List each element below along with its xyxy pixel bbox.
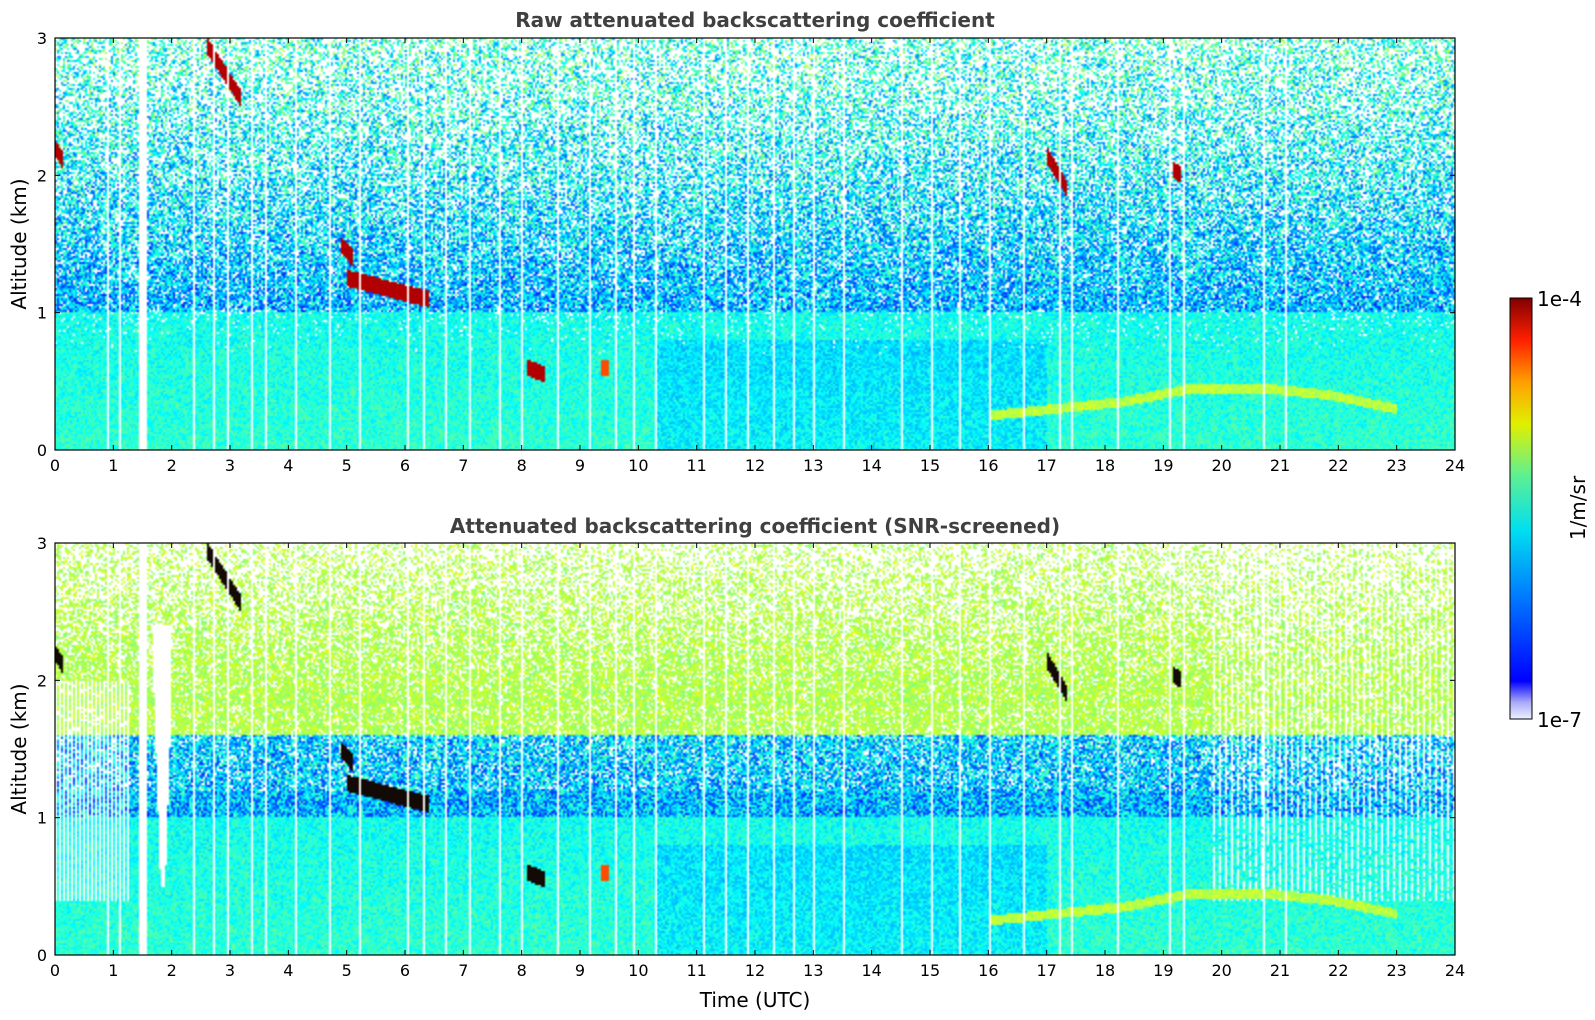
x-tick-label: 7	[458, 961, 468, 980]
x-tick-label: 10	[628, 456, 648, 475]
x-tick-label: 23	[1386, 456, 1406, 475]
y-tick-label: 3	[37, 29, 47, 48]
x-tick-label: 3	[225, 961, 235, 980]
x-tick-label: 19	[1153, 456, 1173, 475]
x-tick-label: 5	[342, 961, 352, 980]
x-tick-label: 8	[517, 456, 527, 475]
x-tick-label: 7	[458, 456, 468, 475]
x-tick-label: 24	[1445, 456, 1465, 475]
colorbar-min-label: 1e-7	[1537, 708, 1582, 732]
y-tick-label: 2	[37, 166, 47, 185]
panel-1-ticks: 0 1 2 3 4 5 6 7 8 9 10 11 12 13 14 15 16 17 18 19 20 21 22 23 24…	[37, 29, 1465, 475]
x-tick-label: 9	[575, 961, 585, 980]
x-tick-label: 2	[167, 961, 177, 980]
x-tick-label: 11	[686, 961, 706, 980]
colorbar: 1e-4 1e-7 1/m/sr	[1509, 287, 1590, 732]
x-tick-label: 9	[575, 456, 585, 475]
x-tick-label: 15	[920, 456, 940, 475]
x-tick-label: 4	[283, 961, 293, 980]
x-tick-label: 11	[686, 456, 706, 475]
x-tick-label: 10	[628, 961, 648, 980]
panel-2-heatmap	[55, 543, 1455, 955]
y-tick-label: 3	[37, 534, 47, 553]
x-tick-label: 12	[745, 456, 765, 475]
x-tick-label: 4	[283, 456, 293, 475]
x-tick-label: 22	[1328, 961, 1348, 980]
x-tick-label: 16	[978, 961, 998, 980]
x-tick-label: 16	[978, 456, 998, 475]
x-tick-label: 14	[861, 456, 881, 475]
x-tick-label: 15	[920, 961, 940, 980]
x-tick-label: 2	[167, 456, 177, 475]
x-tick-label: 6	[400, 961, 410, 980]
x-tick-label: 13	[803, 456, 823, 475]
colorbar-label: 1/m/sr	[1566, 475, 1590, 540]
x-tick-label: 12	[745, 961, 765, 980]
x-tick-label: 22	[1328, 456, 1348, 475]
x-tick-label: 13	[803, 961, 823, 980]
y-tick-label: 0	[37, 946, 47, 965]
y-tick-label: 0	[37, 441, 47, 460]
x-tick-label: 3	[225, 456, 235, 475]
x-tick-label: 18	[1095, 961, 1115, 980]
x-tick-label: 24	[1445, 961, 1465, 980]
colorbar-gradient	[1509, 297, 1533, 720]
x-tick-label: 21	[1270, 456, 1290, 475]
x-tick-label: 1	[108, 961, 118, 980]
x-tick-label: 17	[1036, 961, 1056, 980]
x-tick-label: 14	[861, 961, 881, 980]
x-tick-label: 0	[50, 456, 60, 475]
panel-2-title: Attenuated backscattering coefficient (S…	[450, 514, 1060, 538]
x-tick-label: 19	[1153, 961, 1173, 980]
panel-raw: Raw attenuated backscattering coefficien…	[7, 8, 1465, 475]
colorbar-max-label: 1e-4	[1537, 287, 1582, 311]
panel-screened: Attenuated backscattering coefficient (S…	[7, 514, 1465, 1012]
x-tick-label: 0	[50, 961, 60, 980]
panel-2-xlabel: Time (UTC)	[699, 988, 811, 1012]
panel-2-ylabel: Altitude (km)	[7, 683, 31, 814]
y-tick-label: 1	[37, 809, 47, 828]
x-tick-label: 18	[1095, 456, 1115, 475]
x-tick-label: 21	[1270, 961, 1290, 980]
x-tick-label: 8	[517, 961, 527, 980]
x-tick-label: 17	[1036, 456, 1056, 475]
panel-1-ylabel: Altitude (km)	[7, 178, 31, 309]
y-tick-label: 2	[37, 671, 47, 690]
x-tick-label: 6	[400, 456, 410, 475]
x-tick-label: 23	[1386, 961, 1406, 980]
y-tick-label: 1	[37, 304, 47, 323]
panel-1-title: Raw attenuated backscattering coefficien…	[515, 8, 995, 32]
x-tick-label: 1	[108, 456, 118, 475]
panel-1-heatmap	[55, 38, 1455, 450]
x-tick-label: 5	[342, 456, 352, 475]
panel-2-ticks: 0 1 2 3 4 5 6 7 8 9 10 11 12 13 14 15 16 17 18 19 20 21 22 23 24…	[37, 534, 1465, 980]
x-tick-label: 20	[1211, 456, 1231, 475]
x-tick-label: 20	[1211, 961, 1231, 980]
